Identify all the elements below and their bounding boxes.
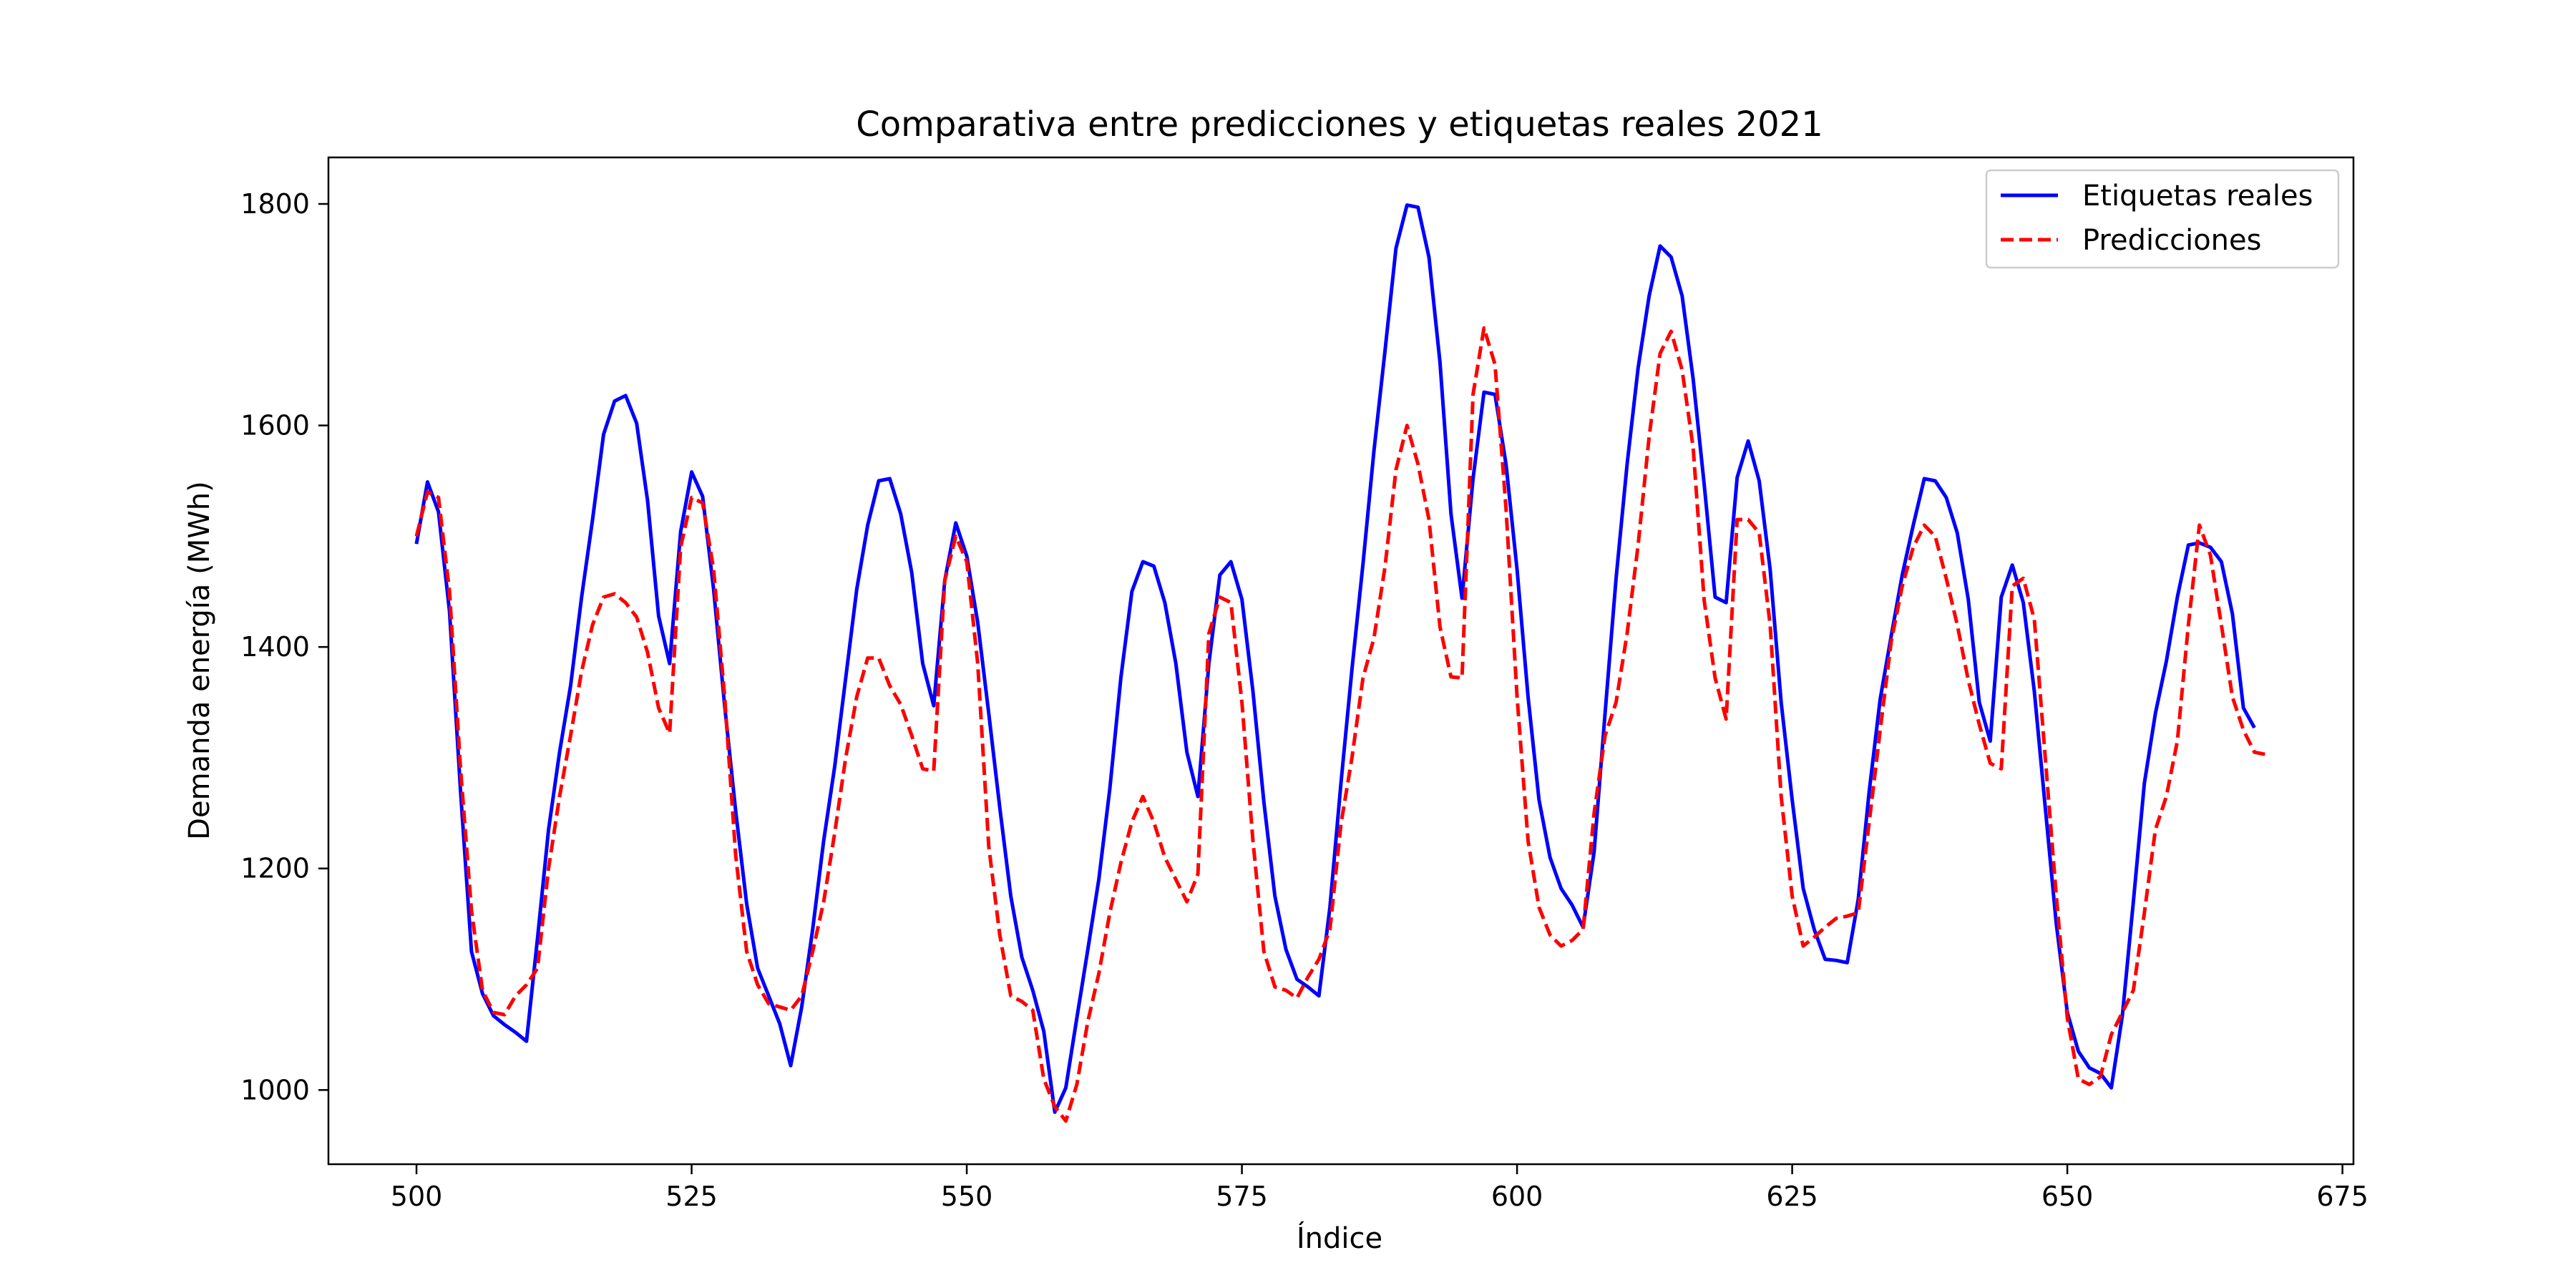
legend-label-predicciones: Predicciones	[2082, 224, 2261, 257]
y-tick-label: 1400	[240, 631, 310, 663]
legend-label-etiquetas-reales: Etiquetas reales	[2082, 180, 2313, 213]
x-axis-ticks: 500 525 550 575 600 625 650 675	[391, 1164, 2368, 1212]
x-tick-label: 675	[2316, 1181, 2368, 1212]
y-tick-label: 1600	[240, 410, 310, 441]
x-tick-label: 525	[665, 1181, 718, 1212]
plot-frame	[327, 156, 2355, 1166]
x-axis-label: Índice	[1297, 1221, 1382, 1255]
y-tick-label: 1800	[240, 188, 310, 220]
chart-title: Comparativa entre predicciones y etiquet…	[856, 104, 1823, 145]
y-tick-label: 1200	[240, 853, 310, 884]
series-layer	[414, 203, 2266, 1123]
plot-area: 500 525 550 575 600 625 650 675 1000 1200 1400 160…	[240, 156, 2368, 1212]
y-axis-ticks: 1000 1200 1400 1600 1800	[240, 188, 328, 1106]
x-tick-label: 550	[941, 1181, 993, 1212]
y-axis-label: Demanda energía (MWh)	[183, 481, 216, 840]
legend-box	[1985, 169, 2340, 269]
x-tick-label: 650	[2041, 1181, 2094, 1212]
y-tick-label: 1000	[240, 1074, 310, 1106]
legend: Etiquetas reales Predicciones	[1985, 169, 2340, 269]
x-tick-label: 625	[1766, 1181, 1818, 1212]
x-tick-label: 500	[391, 1181, 443, 1212]
x-tick-label: 600	[1491, 1181, 1543, 1212]
x-tick-label: 575	[1216, 1181, 1268, 1212]
